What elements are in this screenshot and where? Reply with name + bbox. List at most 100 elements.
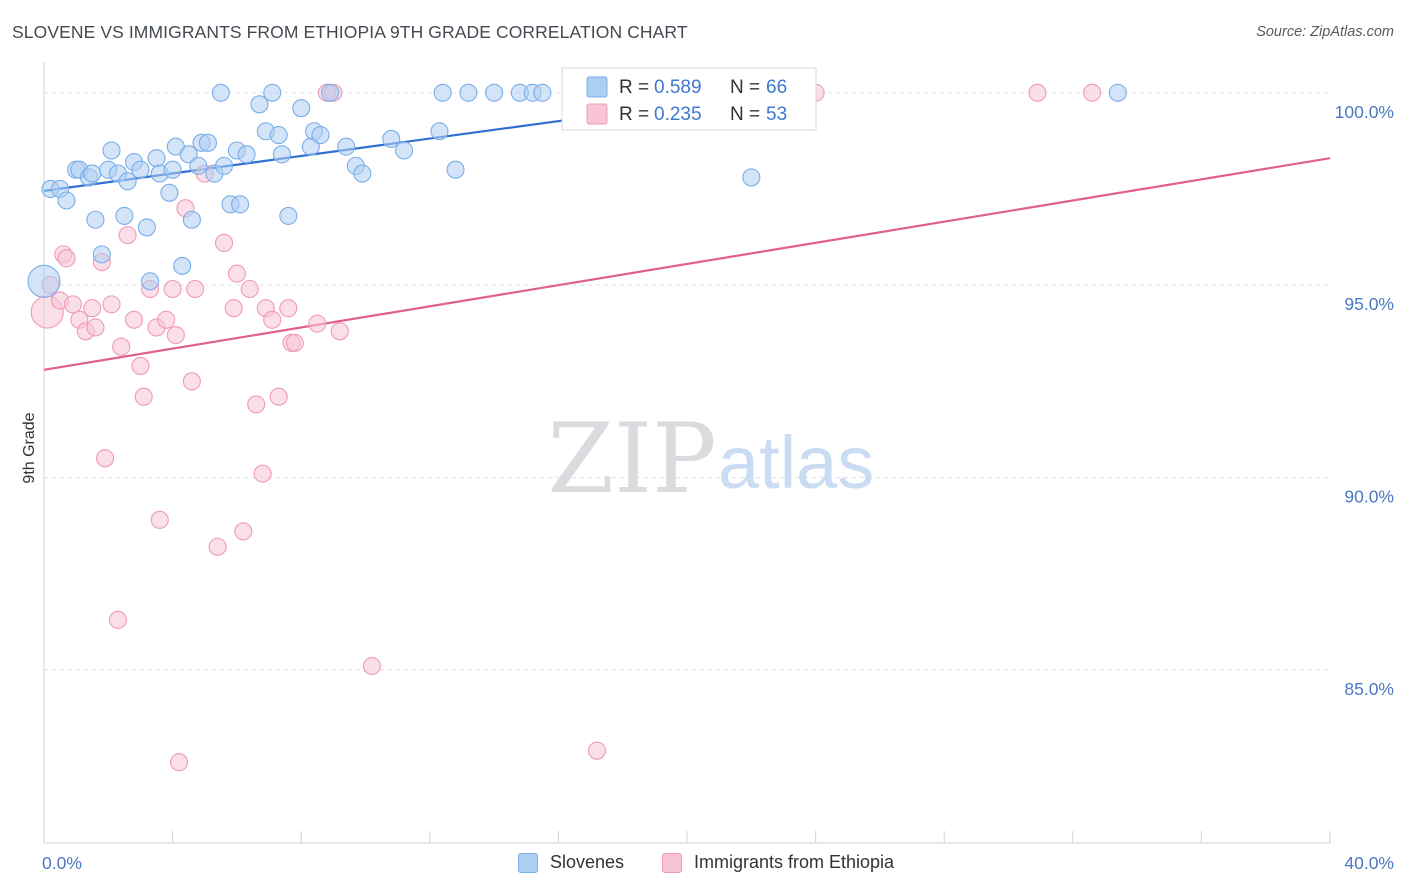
point-ethiopia	[182, 372, 201, 391]
point-ethiopia	[86, 318, 105, 337]
point-ethiopia	[227, 264, 246, 283]
y-tick-label: 95.0%	[1344, 294, 1394, 314]
point-slovenes	[179, 145, 198, 164]
point-slovenes	[231, 195, 250, 214]
point-slovenes	[433, 83, 452, 102]
point-ethiopia	[157, 310, 176, 329]
point-ethiopia	[166, 326, 185, 345]
x-tick-labels: 0.0% 40.0%	[42, 853, 1394, 873]
point-slovenes	[485, 83, 504, 102]
legend-n-value-ethiopia: 53	[766, 104, 787, 125]
point-slovenes	[311, 126, 330, 145]
point-ethiopia	[63, 295, 82, 314]
y-tick-label: 85.0%	[1344, 679, 1394, 699]
point-slovenes	[92, 245, 111, 264]
point-slovenes	[147, 149, 166, 168]
point-slovenes	[353, 164, 372, 183]
point-slovenes	[430, 122, 449, 141]
point-slovenes	[163, 160, 182, 179]
point-slovenes	[198, 133, 218, 152]
bottom-legend-item-slovenes: Slovenes	[518, 852, 624, 873]
point-ethiopia	[224, 299, 243, 318]
point-ethiopia	[163, 279, 182, 299]
point-slovenes	[263, 83, 282, 102]
point-ethiopia	[330, 322, 349, 341]
point-ethiopia	[124, 310, 144, 329]
point-ethiopia	[308, 314, 327, 333]
point-ethiopia	[150, 510, 169, 529]
legend-r-value-ethiopia: 0.235	[654, 104, 702, 125]
point-slovenes	[459, 83, 478, 102]
bottom-legend-item-ethiopia: Immigrants from Ethiopia	[662, 852, 894, 873]
point-ethiopia	[1083, 83, 1102, 102]
watermark-atlas: atlas	[718, 421, 874, 504]
legend: R = 0.589 N = 66 R = 0.235 N = 53	[561, 67, 817, 131]
point-slovenes	[742, 168, 761, 187]
point-ethiopia	[285, 333, 304, 352]
point-slovenes	[141, 272, 160, 291]
point-slovenes	[189, 156, 208, 175]
point-slovenes	[269, 126, 288, 145]
point-ethiopia	[186, 279, 205, 299]
point-ethiopia	[169, 753, 189, 772]
point-slovenes	[182, 210, 201, 229]
bottom-legend-swatch-ethiopia	[662, 852, 682, 873]
legend-n-label: N =	[730, 104, 760, 125]
y-tick-label: 90.0%	[1344, 487, 1394, 507]
point-slovenes	[57, 191, 76, 210]
point-slovenes	[321, 83, 340, 102]
point-ethiopia	[112, 337, 131, 356]
point-slovenes	[279, 206, 298, 225]
source-label: Source: ZipAtlas.com	[1256, 24, 1394, 40]
point-ethiopia	[362, 656, 381, 676]
point-slovenes	[1108, 83, 1127, 102]
point-slovenes	[131, 160, 150, 179]
point-slovenes	[83, 164, 102, 183]
point-slovenes	[118, 172, 137, 191]
legend-r-label: R =	[619, 104, 649, 125]
x-tick-label: 0.0%	[42, 853, 82, 873]
data-points	[27, 83, 1127, 772]
y-tick-labels: 85.0% 90.0% 95.0% 100.0%	[1335, 102, 1394, 699]
x-tick-label: 40.0%	[1344, 853, 1394, 873]
point-ethiopia	[1028, 83, 1047, 102]
point-ethiopia	[279, 299, 298, 318]
legend-r-label: R =	[619, 77, 649, 98]
point-ethiopia	[134, 387, 153, 406]
legend-n-label: N =	[730, 77, 760, 98]
watermark: ZIP atlas	[547, 403, 874, 515]
point-slovenes	[446, 160, 465, 179]
point-ethiopia	[214, 233, 234, 252]
point-ethiopia	[96, 449, 115, 468]
point-ethiopia	[269, 387, 288, 406]
point-slovenes	[533, 83, 552, 102]
point-ethiopia	[208, 537, 227, 556]
legend-swatch-ethiopia	[586, 103, 608, 125]
bottom-legend-label-ethiopia: Immigrants from Ethiopia	[694, 852, 895, 872]
legend-n-value-slovenes: 66	[766, 77, 787, 98]
point-slovenes	[160, 183, 179, 202]
point-ethiopia	[108, 610, 127, 629]
grid	[44, 92, 1330, 671]
point-slovenes	[211, 83, 230, 102]
point-slovenes	[250, 95, 269, 114]
point-slovenes	[102, 141, 121, 160]
point-slovenes	[395, 141, 414, 160]
y-axis-title: 9th Grade	[21, 412, 38, 483]
point-slovenes	[137, 218, 156, 237]
chart-title: SLOVENE VS IMMIGRANTS FROM ETHIOPIA 9TH …	[12, 22, 688, 42]
bottom-legend-label-slovenes: Slovenes	[550, 852, 625, 872]
point-ethiopia	[83, 299, 102, 318]
point-ethiopia	[131, 356, 150, 375]
point-slovenes	[237, 145, 256, 164]
point-slovenes	[214, 156, 234, 175]
point-slovenes	[115, 206, 134, 225]
point-ethiopia	[587, 741, 607, 760]
point-ethiopia	[240, 279, 259, 299]
trend-lines	[43, 91, 1331, 371]
bottom-legend: Slovenes Immigrants from Ethiopia	[0, 852, 1406, 878]
watermark-zip: ZIP	[547, 403, 716, 515]
point-ethiopia	[234, 522, 253, 541]
point-slovenes	[337, 137, 356, 156]
